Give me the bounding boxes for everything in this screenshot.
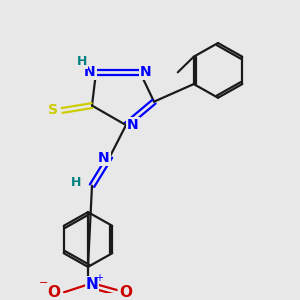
Text: H: H: [71, 176, 81, 189]
Text: S: S: [48, 103, 58, 118]
Text: N: N: [85, 277, 98, 292]
Text: +: +: [95, 273, 103, 283]
Text: O: O: [47, 285, 61, 300]
Text: N: N: [127, 118, 139, 132]
Text: N: N: [98, 152, 110, 165]
Text: N: N: [84, 65, 96, 79]
Text: −: −: [39, 278, 49, 289]
Text: H: H: [77, 55, 87, 68]
Text: O: O: [119, 285, 133, 300]
Text: N: N: [140, 65, 152, 79]
